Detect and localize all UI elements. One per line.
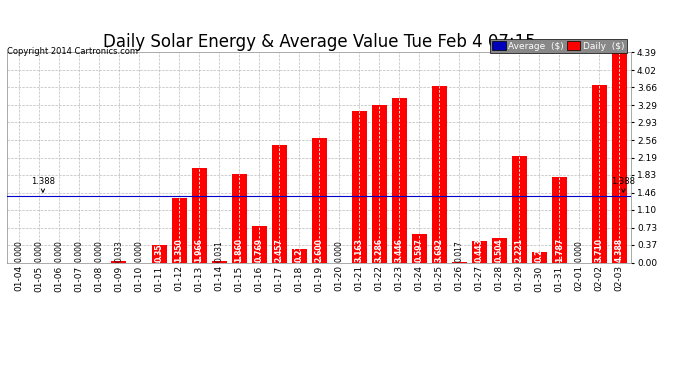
Legend: Average  ($), Daily  ($): Average ($), Daily ($) [490, 39, 627, 53]
Bar [492, 238, 506, 262]
Bar [312, 138, 326, 262]
Text: 0.597: 0.597 [415, 238, 424, 261]
Text: 1.787: 1.787 [555, 237, 564, 261]
Text: 1.350: 1.350 [175, 238, 184, 261]
Text: 2.221: 2.221 [515, 238, 524, 261]
Bar [152, 245, 166, 262]
Text: 3.692: 3.692 [435, 238, 444, 261]
Text: 4.388: 4.388 [615, 237, 624, 261]
Bar [432, 86, 446, 262]
Bar [112, 261, 126, 262]
Text: 3.286: 3.286 [375, 237, 384, 261]
Text: Copyright 2014 Cartronics.com: Copyright 2014 Cartronics.com [7, 47, 138, 56]
Text: 3.710: 3.710 [595, 237, 604, 261]
Bar [272, 145, 286, 262]
Bar [192, 168, 206, 262]
Text: 2.600: 2.600 [315, 238, 324, 261]
Bar [352, 111, 366, 262]
Bar [292, 249, 306, 262]
Text: 0.017: 0.017 [455, 240, 464, 262]
Bar [512, 156, 526, 262]
Text: 0.000: 0.000 [135, 240, 144, 262]
Text: 1.860: 1.860 [235, 237, 244, 261]
Text: 1.388: 1.388 [31, 177, 55, 192]
Bar [172, 198, 186, 262]
Text: 0.212: 0.212 [535, 238, 544, 261]
Text: 1.966: 1.966 [195, 238, 204, 261]
Text: 0.000: 0.000 [34, 240, 43, 262]
Text: 0.769: 0.769 [255, 237, 264, 261]
Bar [412, 234, 426, 262]
Bar [612, 53, 627, 262]
Text: 3.163: 3.163 [355, 238, 364, 261]
Text: 1.388: 1.388 [611, 177, 635, 192]
Text: 3.446: 3.446 [395, 238, 404, 261]
Bar [212, 261, 226, 262]
Text: 0.000: 0.000 [335, 240, 344, 262]
Bar [532, 252, 546, 262]
Bar [232, 174, 246, 262]
Text: 0.443: 0.443 [475, 238, 484, 261]
Text: 2.457: 2.457 [275, 238, 284, 261]
Text: 0.000: 0.000 [575, 240, 584, 262]
Bar [472, 241, 486, 262]
Text: 0.031: 0.031 [215, 240, 224, 262]
Bar [392, 98, 406, 262]
Text: 0.033: 0.033 [115, 240, 124, 262]
Bar [372, 105, 386, 262]
Bar [252, 226, 266, 262]
Text: 0.000: 0.000 [75, 240, 83, 262]
Title: Daily Solar Energy & Average Value Tue Feb 4 07:15: Daily Solar Energy & Average Value Tue F… [103, 33, 535, 51]
Text: 0.504: 0.504 [495, 238, 504, 261]
Text: 0.359: 0.359 [155, 238, 164, 261]
Text: 0.000: 0.000 [95, 240, 103, 262]
Bar [592, 85, 607, 262]
Text: 0.273: 0.273 [295, 237, 304, 261]
Bar [552, 177, 566, 262]
Text: 0.000: 0.000 [55, 240, 63, 262]
Text: 0.000: 0.000 [14, 240, 23, 262]
